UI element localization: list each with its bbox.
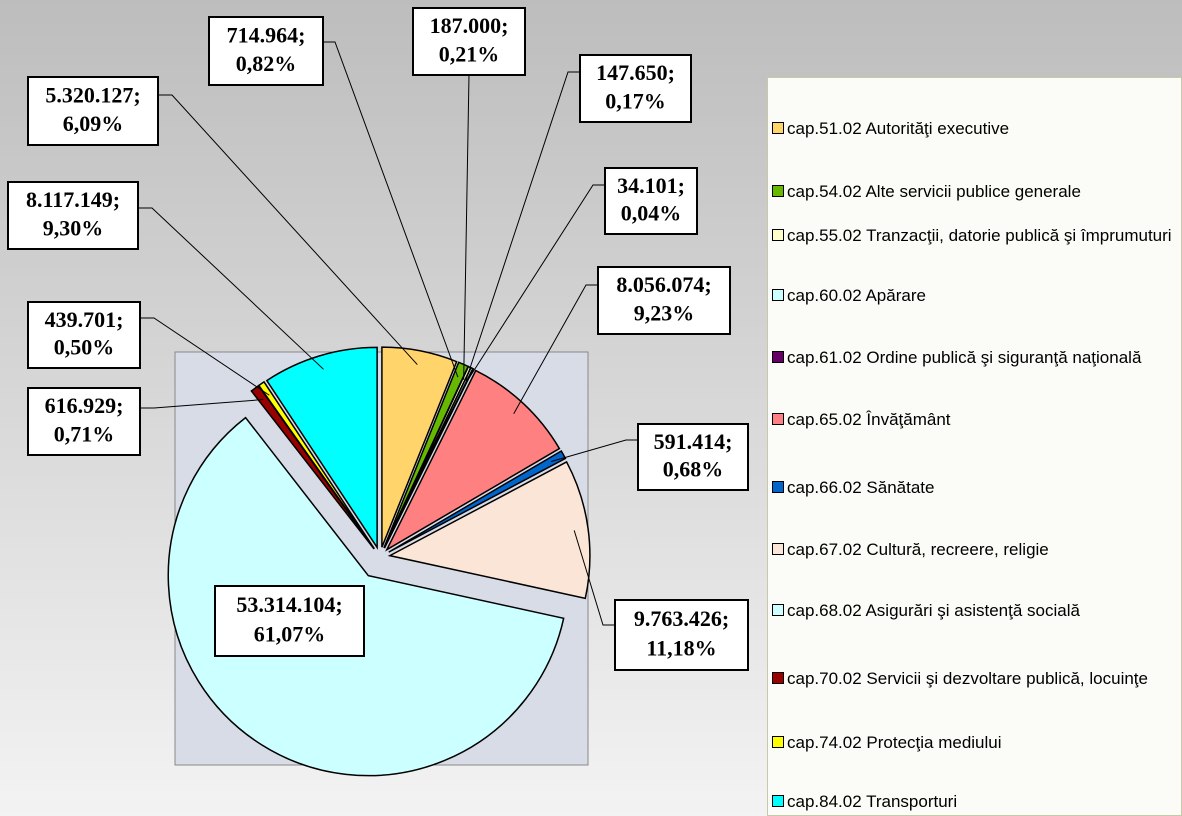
pie-slice xyxy=(385,369,561,552)
percent-label: 6,09% xyxy=(63,111,124,136)
label-box xyxy=(604,167,698,235)
value-label: 8.056.074; xyxy=(616,272,711,297)
legend-swatch xyxy=(772,185,784,197)
legend-label: cap.74.02 Protecţia mediului xyxy=(787,733,1002,752)
percent-label: 61,07% xyxy=(254,621,326,646)
legend-label: cap.84.02 Transporturi xyxy=(787,792,958,811)
legend-swatch xyxy=(772,289,784,301)
legend-item: cap.74.02 Protecţia mediului xyxy=(772,732,1172,754)
legend-label: cap.70.02 Servicii şi dezvoltare publică… xyxy=(787,669,1148,688)
legend-label: cap.67.02 Cultură, recreere, religie xyxy=(787,540,1049,559)
legend-swatch xyxy=(772,122,784,134)
pie-slice xyxy=(387,460,591,600)
value-label: 9.763.426; xyxy=(634,606,729,631)
percent-label: 0,04% xyxy=(621,201,682,226)
legend-label: cap.54.02 Alte servicii publice generale xyxy=(787,182,1081,201)
pie-slice xyxy=(388,449,567,553)
leader-line xyxy=(466,184,605,382)
legend-label: cap.65.02 Învăţământ xyxy=(787,410,951,429)
percent-label: 9,30% xyxy=(43,215,104,240)
label-box xyxy=(637,423,749,491)
value-label: 187.000; xyxy=(430,13,509,38)
leader-line xyxy=(140,399,264,409)
leader-line xyxy=(465,71,580,381)
legend-item: cap.70.02 Servicii şi dezvoltare publică… xyxy=(772,668,1172,690)
percent-label: 0,17% xyxy=(605,88,666,113)
percent-label: 0,71% xyxy=(54,421,115,446)
leader-line xyxy=(573,530,615,626)
label-box xyxy=(27,301,141,369)
leader-line xyxy=(138,207,324,370)
value-label: 147.650; xyxy=(596,60,675,85)
pie-slice xyxy=(265,346,378,550)
legend: cap.51.02 Autorităţi executive cap.54.02 … xyxy=(767,77,1182,816)
legend-item: cap.65.02 Învăţământ xyxy=(772,409,1172,431)
pie-slice xyxy=(167,416,565,777)
leader-line xyxy=(140,317,270,396)
legend-label: cap.68.02 Asigurări şi asistenţă socială xyxy=(787,601,1080,620)
label-box xyxy=(597,266,731,335)
label-box xyxy=(614,599,749,671)
legend-label: cap.51.02 Autorităţi executive xyxy=(787,119,1010,138)
value-label: 8.117.149; xyxy=(26,187,120,212)
percent-label: 0,21% xyxy=(439,41,500,66)
legend-swatch xyxy=(772,795,784,807)
label-box xyxy=(214,585,365,657)
legend-item: cap.54.02 Alte servicii publice generale xyxy=(772,181,1172,203)
label-box xyxy=(208,16,324,86)
legend-swatch xyxy=(772,543,784,555)
legend-item: cap.51.02 Autorităţi executive xyxy=(772,118,1172,140)
legend-item: cap.68.02 Asigurări şi asistenţă socială xyxy=(772,600,1172,622)
label-box xyxy=(7,181,139,250)
legend-swatch xyxy=(772,413,784,425)
label-box xyxy=(27,76,159,146)
leader-line xyxy=(551,439,638,462)
leader-line xyxy=(158,94,418,365)
value-label: 5.320.127; xyxy=(45,82,140,107)
pie-slice xyxy=(381,346,458,548)
leader-line xyxy=(463,74,470,380)
pie-slice xyxy=(383,367,475,549)
legend-swatch xyxy=(772,672,784,684)
legend-item: cap.66.02 Sănătate xyxy=(772,477,1172,499)
legend-item: cap.84.02 Transporturi xyxy=(772,791,1172,813)
percent-label: 9,23% xyxy=(634,300,695,325)
legend-item: cap.67.02 Cultură, recreere, religie xyxy=(772,539,1172,561)
legend-label: cap.61.02 Ordine publică şi siguranţă na… xyxy=(787,348,1142,367)
value-label: 53.314.104; xyxy=(236,592,342,617)
value-label: 591.414; xyxy=(654,429,733,454)
legend-label: cap.55.02 Tranzacţii, datorie publică şi… xyxy=(787,226,1172,245)
value-label: 34.101; xyxy=(617,173,685,198)
legend-swatch xyxy=(772,481,784,493)
percent-label: 0,68% xyxy=(663,457,724,482)
value-label: 616.929; xyxy=(45,393,124,418)
percent-label: 0,50% xyxy=(54,335,115,360)
legend-label: cap.66.02 Sănătate xyxy=(787,478,935,497)
legend-swatch xyxy=(772,604,784,616)
pie-slice xyxy=(257,380,375,550)
legend-item: cap.61.02 Ordine publică şi siguranţă na… xyxy=(772,347,1172,369)
leader-line xyxy=(513,284,598,414)
legend-swatch xyxy=(772,351,784,363)
legend-swatch xyxy=(772,229,784,241)
percent-label: 0,82% xyxy=(236,51,297,76)
percent-label: 11,18% xyxy=(646,635,716,660)
label-box xyxy=(579,54,692,123)
legend-item: cap.55.02 Tranzacţii, datorie publică şi… xyxy=(772,225,1172,247)
value-label: 714.964; xyxy=(227,22,306,47)
value-label: 439.701; xyxy=(45,307,124,332)
legend-swatch xyxy=(772,736,784,748)
legend-item: cap.60.02 Apărare xyxy=(772,285,1172,307)
legend-label: cap.60.02 Apărare xyxy=(787,286,926,305)
label-box xyxy=(412,7,526,76)
label-box xyxy=(27,387,141,456)
leader-line xyxy=(323,41,459,378)
